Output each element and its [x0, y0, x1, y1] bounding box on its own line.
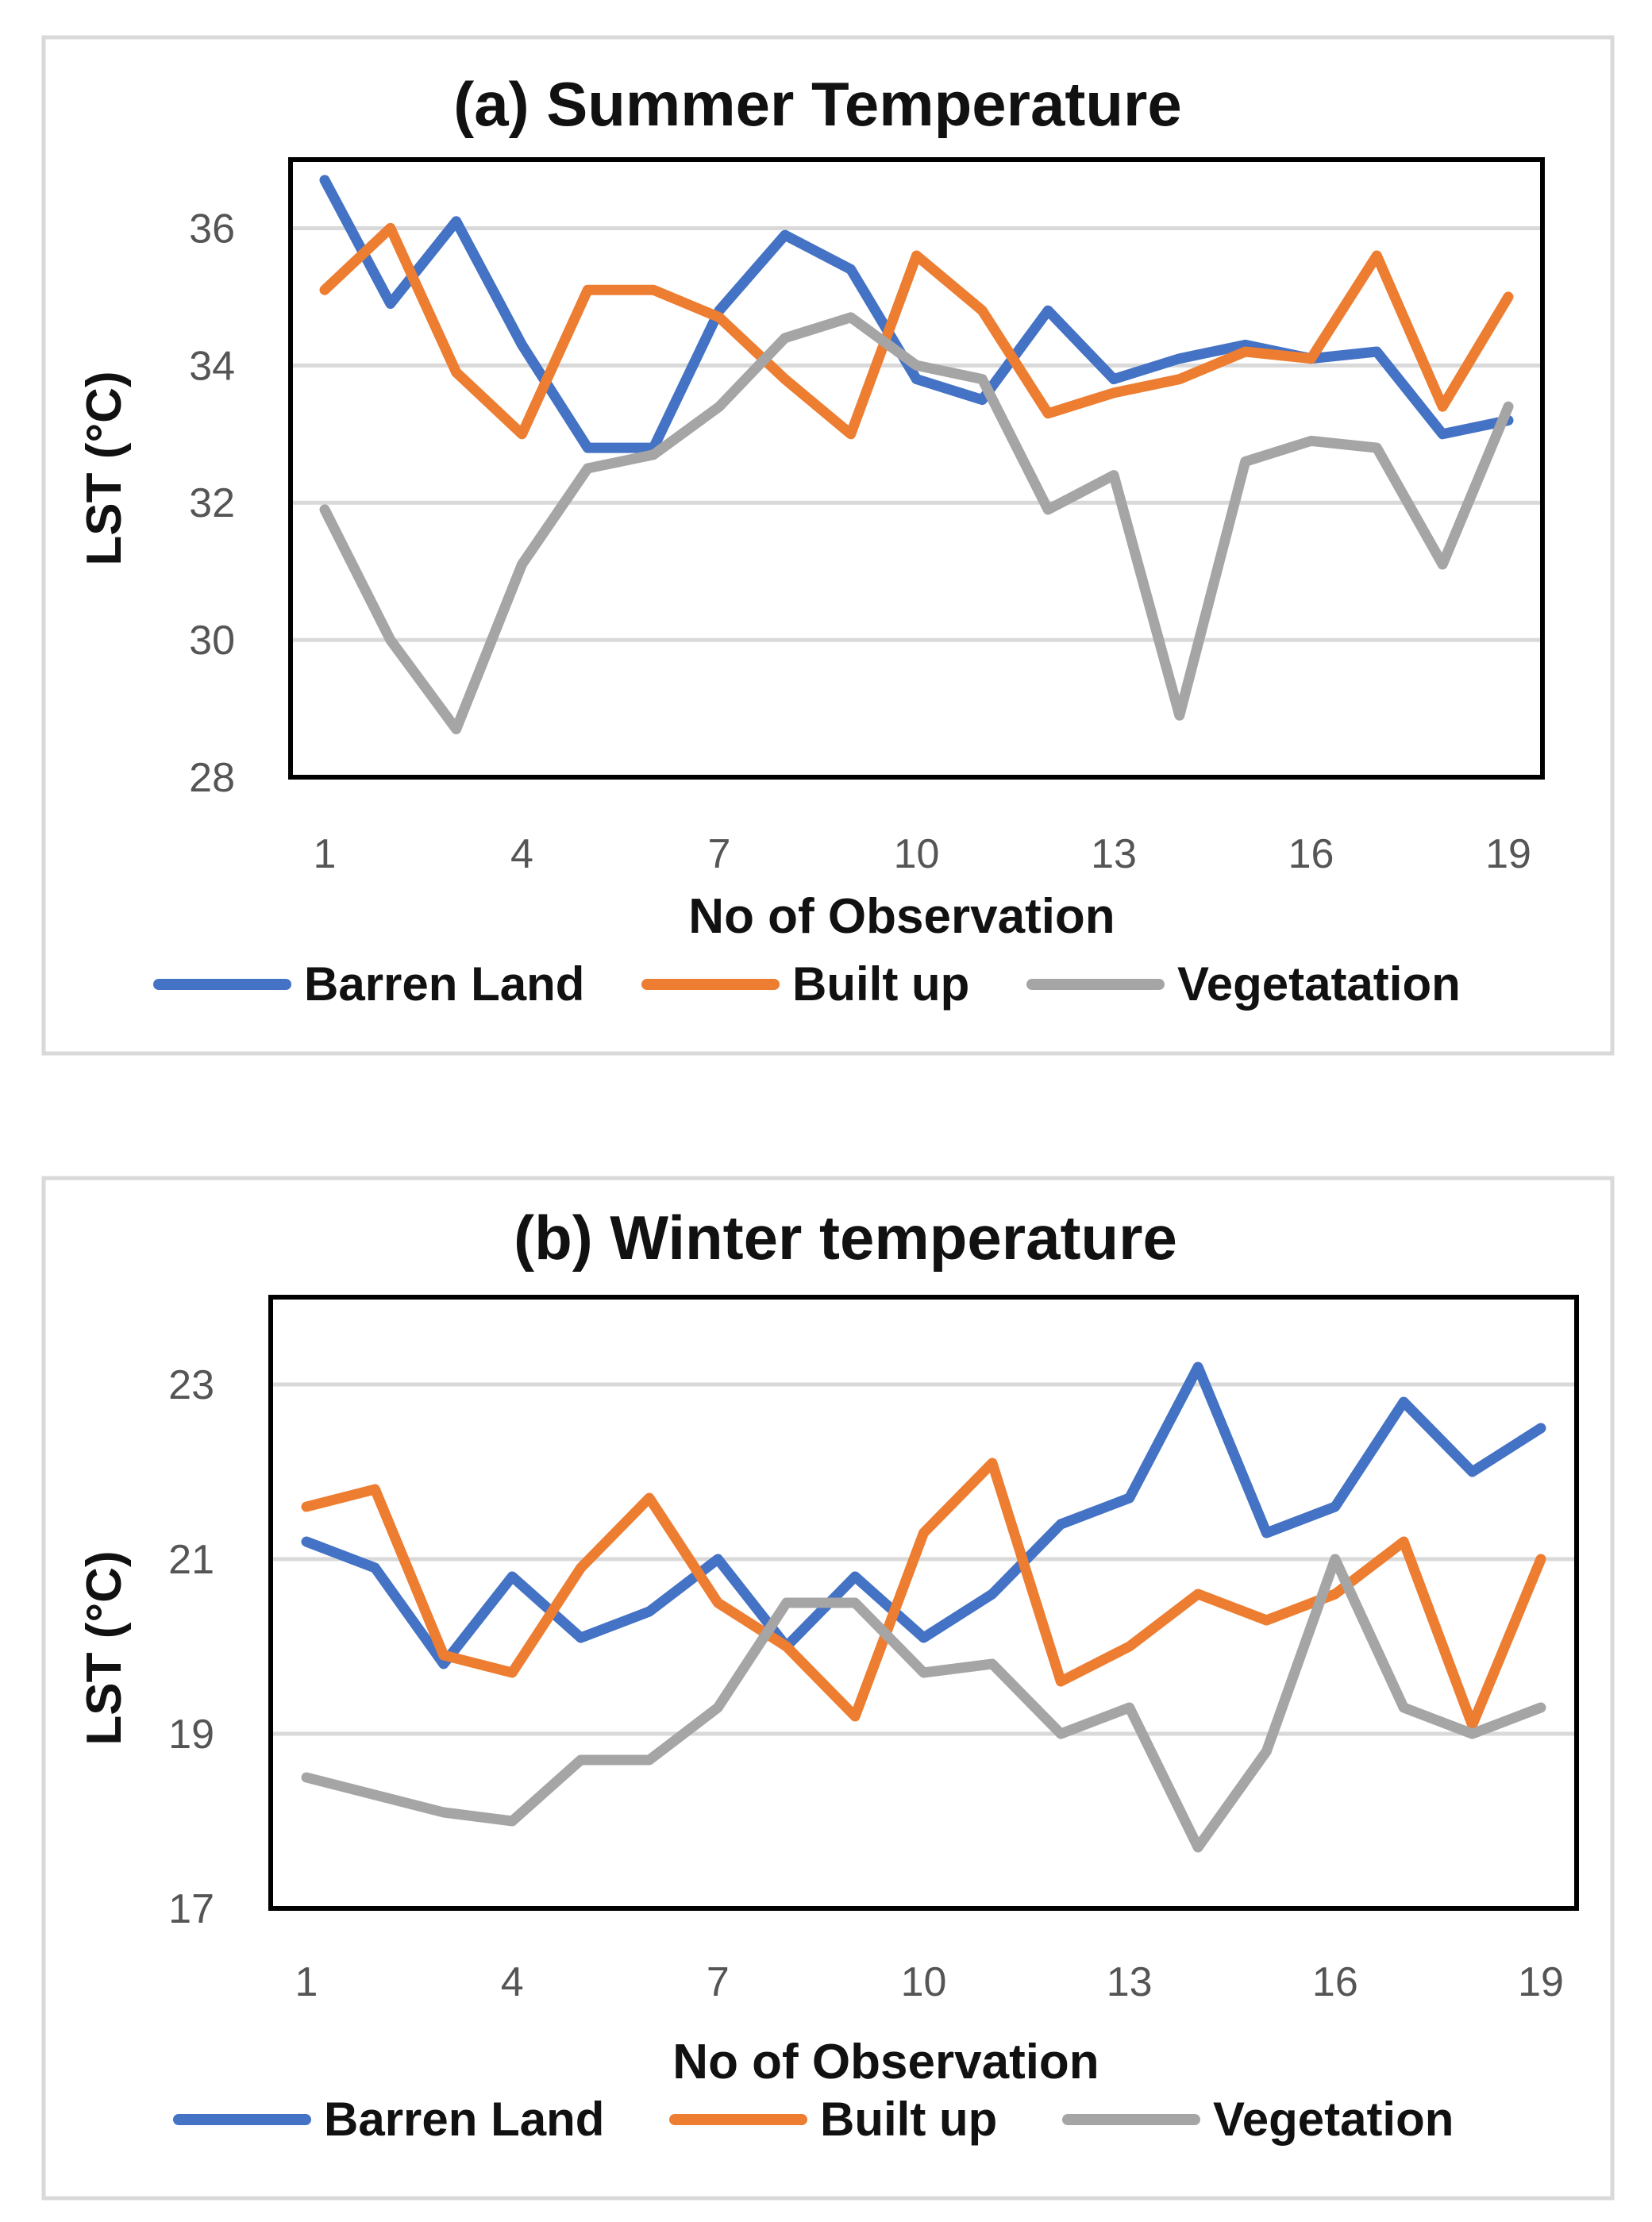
- summer-x-tick-label: 4: [510, 831, 533, 877]
- winter-y-tick-label: 19: [168, 1712, 214, 1758]
- winter-x-tick-label: 16: [1312, 1959, 1358, 2005]
- winter-y-tick-label: 23: [168, 1362, 214, 1408]
- winter-legend: Barren Land Built up Vegetation: [173, 2093, 1454, 2146]
- summer-y-tick-label: 30: [189, 618, 235, 664]
- summer-y-tick-label: 34: [189, 343, 235, 389]
- summer-series-built-up: [319, 222, 1514, 440]
- summer-legend: Barren Land Built up Vegetatation: [153, 957, 1461, 1011]
- summer-legend-label-vegetatation: Vegetatation: [1177, 957, 1461, 1011]
- summer-x-tick-label: 16: [1288, 831, 1334, 877]
- winter-series-built-up: [301, 1458, 1546, 1731]
- summer-y-tick-label: 32: [189, 480, 235, 526]
- summer-panel-frame: [41, 35, 1615, 1056]
- summer-series: [319, 175, 1514, 734]
- summer-x-ticks: 1 4 7 10 13 16 19: [314, 831, 1531, 877]
- summer-series-vegetatation: [319, 312, 1514, 734]
- summer-y-tick-label: 36: [189, 206, 235, 252]
- summer-legend-label-built-up: Built up: [792, 957, 969, 1011]
- summer-plot-area: [288, 157, 1545, 780]
- summer-chart-title: (a) Summer Temperature: [453, 69, 1182, 139]
- winter-x-tick-label: 4: [501, 1959, 524, 2005]
- winter-legend-label-vegetation: Vegetation: [1213, 2093, 1454, 2146]
- summer-x-tick-label: 19: [1485, 831, 1531, 877]
- winter-y-axis-title: LST (°C): [77, 1550, 132, 1745]
- winter-x-axis-title: No of Observation: [672, 2035, 1099, 2089]
- winter-legend-label-barren-land: Barren Land: [324, 2093, 604, 2146]
- winter-x-tick-label: 13: [1107, 1959, 1153, 2005]
- winter-legend-label-built-up: Built up: [820, 2093, 997, 2146]
- summer-x-tick-label: 7: [708, 831, 731, 877]
- summer-x-axis-title: No of Observation: [688, 889, 1115, 944]
- winter-x-tick-label: 1: [295, 1959, 318, 2005]
- summer-y-tick-label: 28: [189, 755, 235, 801]
- winter-x-tick-label: 7: [707, 1959, 730, 2005]
- winter-series-vegetation: [301, 1554, 1546, 1853]
- winter-plot-area: [268, 1295, 1579, 1911]
- winter-series: [301, 1361, 1546, 1853]
- summer-x-tick-label: 13: [1091, 831, 1137, 877]
- winter-x-ticks: 1 4 7 10 13 16 19: [295, 1959, 1564, 2005]
- summer-x-tick-label: 1: [314, 831, 337, 877]
- winter-y-tick-label: 21: [168, 1537, 214, 1583]
- summer-y-ticks: 28 30 32 34 36: [189, 206, 235, 801]
- winter-series-barren-land: [301, 1361, 1546, 1669]
- summer-y-axis-title: LST (°C): [77, 371, 132, 565]
- winter-y-ticks: 17 19 21 23: [168, 1362, 214, 1932]
- winter-y-tick-label: 17: [168, 1886, 214, 1932]
- winter-x-tick-label: 19: [1518, 1959, 1564, 2005]
- summer-x-tick-label: 10: [894, 831, 940, 877]
- summer-legend-label-barren-land: Barren Land: [304, 957, 584, 1011]
- winter-x-tick-label: 10: [901, 1959, 947, 2005]
- winter-chart-title: (b) Winter temperature: [514, 1203, 1177, 1273]
